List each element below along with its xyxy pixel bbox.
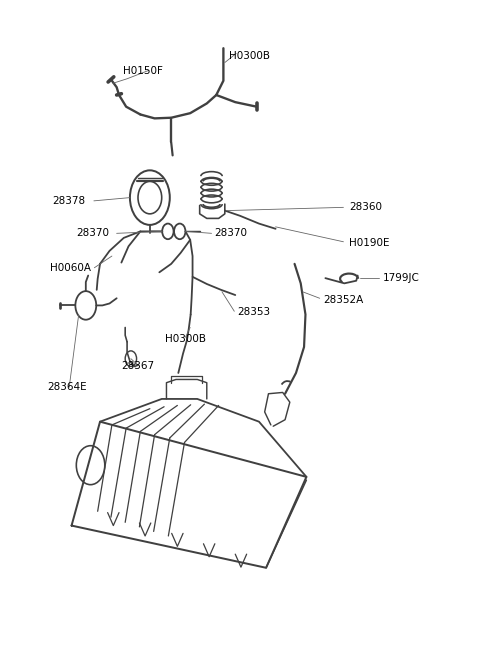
Text: H0190E: H0190E xyxy=(349,238,390,248)
Text: H0060A: H0060A xyxy=(49,263,91,272)
Text: 28364E: 28364E xyxy=(47,383,87,392)
Text: 28367: 28367 xyxy=(121,361,155,371)
Text: H0300B: H0300B xyxy=(229,51,270,61)
Text: 28353: 28353 xyxy=(238,307,271,317)
Text: 28360: 28360 xyxy=(349,202,382,212)
Text: 1799JC: 1799JC xyxy=(383,273,419,283)
Text: 28370: 28370 xyxy=(214,229,247,238)
Text: 28378: 28378 xyxy=(53,196,86,206)
Text: H0150F: H0150F xyxy=(123,66,163,76)
Text: 28352A: 28352A xyxy=(323,295,363,305)
Text: 28370: 28370 xyxy=(76,229,109,238)
Text: H0300B: H0300B xyxy=(165,333,206,343)
